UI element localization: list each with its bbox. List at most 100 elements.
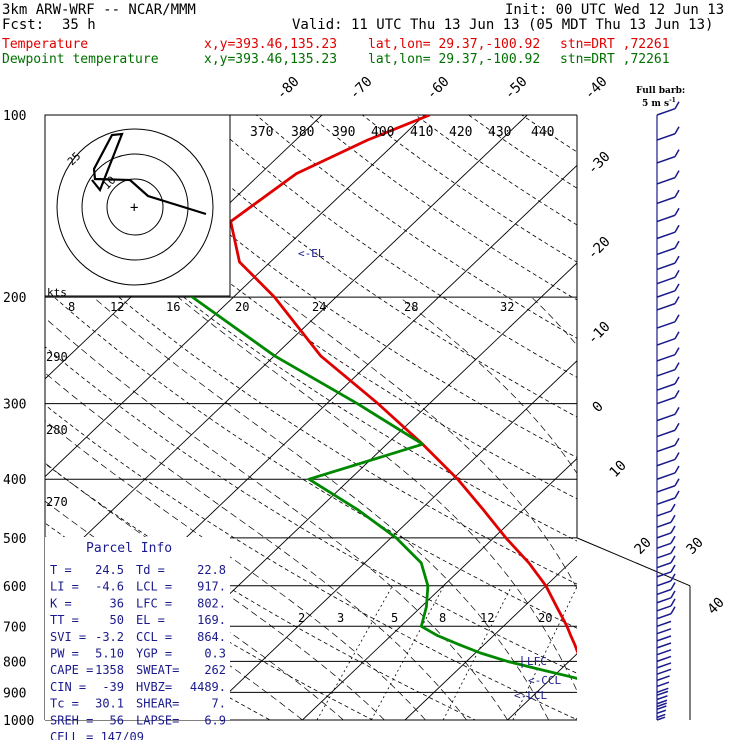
wind-barb-flag — [656, 681, 670, 688]
parcel-key: CAPE = — [50, 663, 93, 677]
wind-barb — [656, 681, 670, 688]
dry-adiabat-line — [415, 115, 577, 226]
wind-barb-feather — [674, 269, 680, 278]
parcel-value: 30.1 — [95, 697, 124, 711]
wind-barb-feather — [670, 503, 676, 512]
wind-barb-flag — [656, 699, 668, 705]
wind-barb-flag — [656, 655, 672, 663]
mixing-ratio-line — [316, 585, 393, 720]
wind-barb-flag — [656, 133, 676, 141]
isotherm-line — [507, 653, 577, 720]
parcel-key: LFC = — [136, 596, 172, 610]
wind-barb-feather — [674, 170, 680, 179]
parcel-value: 917. — [197, 580, 226, 594]
wind-barb — [656, 389, 680, 405]
mixing-ratio-line — [575, 716, 577, 720]
wind-barb — [656, 582, 676, 596]
wind-barb — [656, 283, 680, 298]
wind-barb-flag — [656, 383, 676, 391]
wind-barb-flag — [656, 675, 670, 682]
wind-barb — [656, 452, 680, 467]
mixing-ratio-label: 12 — [480, 611, 494, 625]
parcel-key: SVI = — [50, 630, 86, 644]
parcel-key: LCL = — [136, 580, 172, 594]
wind-barb — [656, 705, 667, 710]
isotherm-line — [199, 360, 577, 720]
wind-barb-flag — [656, 497, 676, 505]
parcel-key: HVBZ= — [136, 680, 172, 694]
wind-barb — [656, 331, 680, 346]
wind-barb-feather — [674, 224, 680, 233]
wind-barb-flag — [656, 458, 676, 467]
parcel-key: Td = — [136, 563, 165, 577]
wind-barb-feather — [674, 490, 680, 499]
wind-barb-feather — [674, 331, 680, 340]
wind-barb-flag — [656, 107, 676, 116]
wind-speed-label: 24 — [312, 300, 326, 314]
wind-barb-feather — [674, 478, 680, 487]
parcel-value: 1358 — [95, 663, 124, 677]
parcel-key: Tc = — [50, 697, 79, 711]
wind-barb-flag — [656, 368, 676, 377]
mixing-ratio-line — [370, 585, 445, 720]
dewpoint-legend-latlon: lat,lon= 29.37,-100.92 — [368, 52, 541, 67]
parcel-key: YGP = — [136, 647, 172, 661]
pressure-label: 300 — [3, 398, 26, 413]
wind-barb-feather — [674, 362, 680, 371]
wind-barb-feather — [674, 207, 680, 216]
temperature-legend-latlon: lat,lon= 29.37,-100.92 — [368, 37, 541, 52]
wind-barb-feather — [674, 422, 680, 431]
hodograph-ring — [106, 178, 164, 236]
wind-barb — [656, 620, 672, 627]
isotherm-label: -60 — [424, 74, 453, 103]
mixing-ratio-label: 20 — [538, 611, 552, 625]
parcel-value: 22.8 — [197, 563, 226, 577]
full-barb-unit-exponent: -1 — [669, 97, 676, 104]
wind-barb — [656, 573, 676, 587]
pressure-label: 600 — [3, 580, 26, 595]
parcel-value: 4489. — [190, 680, 226, 694]
model-title: 3km ARW-WRF -- NCAR/MMM — [2, 2, 196, 18]
parcel-key: CIN = — [50, 680, 86, 694]
wind-barb — [656, 716, 666, 721]
wind-barb-feather — [674, 101, 680, 110]
temperature-trace — [229, 115, 577, 655]
isotherm-line — [45, 115, 528, 575]
wind-barb-feather — [674, 347, 680, 356]
wind-barb-flag — [656, 713, 666, 719]
wind-barb-flag — [656, 605, 672, 612]
wind-barb-flag — [656, 290, 676, 298]
wind-barb-flag — [656, 628, 672, 635]
dry-adiabat-line — [45, 230, 577, 585]
pressure-label: 200 — [3, 291, 26, 306]
wind-barb-feather — [670, 582, 676, 590]
isotherm-label: -80 — [274, 74, 303, 103]
pressure-label: 500 — [3, 532, 26, 547]
moist-adiabat-line — [45, 420, 426, 720]
isotherm-line — [302, 457, 577, 720]
wind-barb — [656, 269, 680, 285]
wind-speed-label: 16 — [166, 300, 180, 314]
moist-adiabat-line — [279, 296, 577, 590]
parcel-value: 50 — [110, 613, 124, 627]
isotherm-label: -40 — [582, 74, 611, 103]
wind-barb-feather — [674, 376, 680, 385]
wind-barb-flag — [656, 247, 676, 256]
wind-barb — [656, 362, 680, 377]
wind-barb-flag — [656, 620, 672, 627]
wind-barb-feather — [674, 314, 680, 323]
wind-barb-flag — [656, 444, 676, 453]
wind-barb-feather — [670, 598, 676, 607]
hodograph-ring — [56, 128, 214, 286]
mixing-ratio-label: 5 — [391, 611, 398, 625]
parcel-info-box — [45, 537, 230, 720]
moist-adiabat-line — [531, 296, 577, 346]
parcel-value: -3.2 — [95, 630, 124, 644]
wind-barb-feather — [674, 189, 680, 198]
wind-barb-flag — [656, 695, 668, 701]
wind-barb — [656, 628, 672, 635]
mixing-ratio-label: 3 — [337, 611, 344, 625]
wind-barb — [656, 709, 667, 715]
parcel-value: 6.9 — [204, 713, 226, 727]
dry-adiabat-line — [45, 522, 374, 720]
